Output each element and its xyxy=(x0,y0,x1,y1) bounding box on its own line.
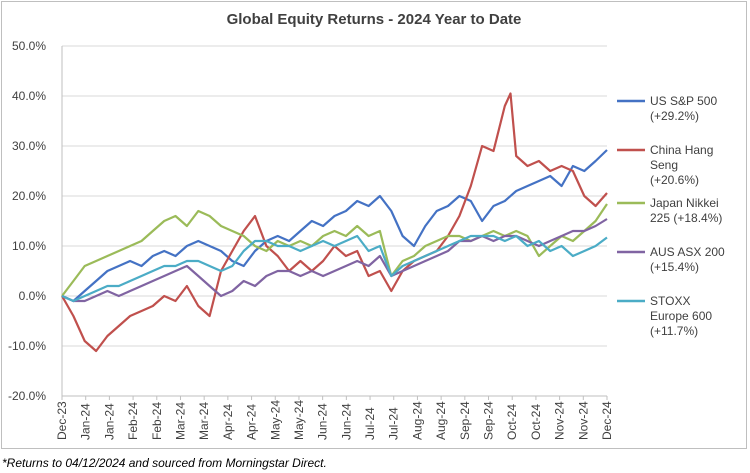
y-tick-label: -10.0% xyxy=(8,339,46,353)
legend-aus-asx-200-label: AUS ASX 200 xyxy=(650,245,725,259)
y-tick-label: 50.0% xyxy=(12,39,46,53)
legend-stoxx-europe-600-label: (+11.7%) xyxy=(650,324,698,338)
y-tick-label: 0.0% xyxy=(19,289,47,303)
x-tick-label: Apr-24 xyxy=(245,404,259,440)
legend-us-s-p-500-label: US S&P 500 xyxy=(650,94,717,108)
y-axis-ticks: -20.0% -10.0% 0.0% 10.0% 20.0% 30.0% 40.0% 50.0… xyxy=(8,39,46,403)
y-tick-label: 40.0% xyxy=(12,89,46,103)
x-tick-label: Feb-24 xyxy=(126,402,140,440)
x-tick-label: Sep-24 xyxy=(482,401,496,440)
x-tick-label: Jan-24 xyxy=(79,403,93,440)
legend: US S&P 500(+29.2%) China HangSeng(+20.6%)… xyxy=(617,94,725,338)
x-tick-label: Oct-24 xyxy=(505,404,519,440)
x-tick-label: Mar-24 xyxy=(173,402,187,440)
chart-title: Global Equity Returns - 2024 Year to Dat… xyxy=(227,11,522,28)
x-tick-label: Jul-24 xyxy=(363,407,377,440)
legend-japan-nikkei-225-label: Japan Nikkei xyxy=(650,196,719,210)
y-tick-label: 20.0% xyxy=(12,189,46,203)
legend-stoxx-europe-600-label: STOXX xyxy=(650,294,690,308)
series-line-japan-nikkei-225 xyxy=(61,203,608,297)
legend-aus-asx-200-label: (+15.4%) xyxy=(650,260,699,274)
y-tick-label: 10.0% xyxy=(12,239,46,253)
x-axis-ticks: Dec-23 Jan-24 Jan-24 Feb-24 Feb-24 Mar-24 Mar-… xyxy=(55,396,614,440)
legend-stoxx-europe-600-label: Europe 600 xyxy=(650,309,712,323)
x-tick-label: May-24 xyxy=(268,400,282,440)
series-line-us-s-p-500 xyxy=(61,149,608,303)
x-tick-label: Jun-24 xyxy=(316,403,330,440)
x-tick-label: Mar-24 xyxy=(197,402,211,440)
series-lines xyxy=(61,92,608,353)
x-tick-label: Oct-24 xyxy=(529,404,543,440)
legend-china-hang-seng-label: China Hang xyxy=(650,143,713,157)
x-tick-label: Jun-24 xyxy=(339,403,353,440)
chart-frame xyxy=(1,1,747,449)
x-tick-label: Sep-24 xyxy=(458,401,472,440)
x-tick-label: Apr-24 xyxy=(221,404,235,440)
legend-us-s-p-500-label: (+29.2%) xyxy=(650,109,699,123)
x-tick-label: Aug-24 xyxy=(410,401,424,440)
footnote: *Returns to 04/12/2024 and sourced from … xyxy=(2,456,327,470)
series-line-stoxx-europe-600 xyxy=(61,234,608,303)
x-tick-label: Nov-24 xyxy=(553,401,567,440)
line-chart: Global Equity Returns - 2024 Year to Dat… xyxy=(8,11,725,440)
x-tick-label: Nov-24 xyxy=(576,401,590,440)
x-tick-label: Aug-24 xyxy=(434,401,448,440)
x-tick-label: Jul-24 xyxy=(387,407,401,440)
x-tick-label: Dec-24 xyxy=(600,401,614,440)
y-tick-label: -20.0% xyxy=(8,389,46,403)
gridlines xyxy=(61,45,607,397)
legend-japan-nikkei-225-label: 225 (+18.4%) xyxy=(650,211,722,225)
y-tick-label: 30.0% xyxy=(12,139,46,153)
x-tick-label: Jan-24 xyxy=(102,403,116,440)
x-tick-label: Dec-23 xyxy=(55,401,69,440)
series-line-china-hang-seng xyxy=(61,92,608,353)
x-tick-label: Feb-24 xyxy=(150,402,164,440)
legend-china-hang-seng-label: (+20.6%) xyxy=(650,173,699,187)
legend-china-hang-seng-label: Seng xyxy=(650,158,678,172)
x-tick-label: May-24 xyxy=(292,400,306,440)
